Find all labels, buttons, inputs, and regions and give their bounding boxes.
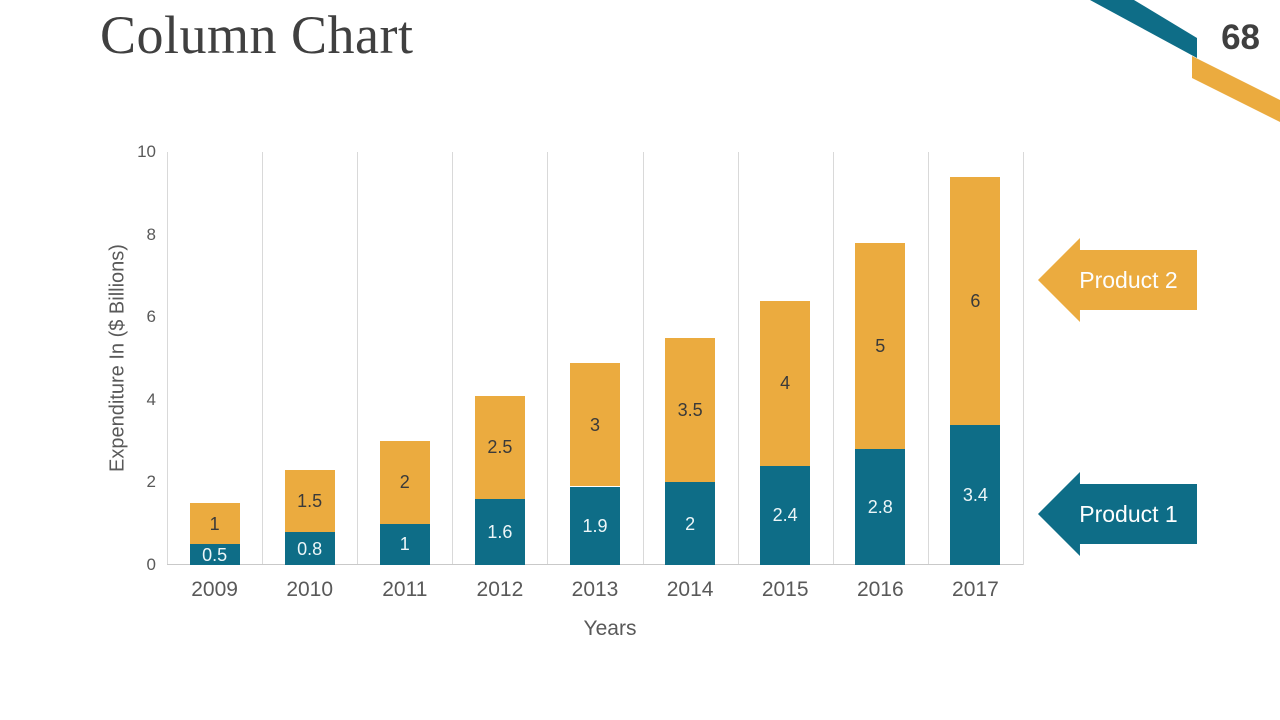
bar-value-label: 1 bbox=[399, 534, 410, 555]
bar-segment-product-2-2016: 5 bbox=[855, 242, 906, 450]
bar-segment-product-1-2015: 2.4 bbox=[760, 465, 811, 565]
bar-value-label: 0.5 bbox=[202, 544, 228, 565]
gridline bbox=[737, 152, 739, 565]
y-axis-ticks: 0 2 4 6 8 10 bbox=[96, 142, 156, 574]
bar-segment-product-1-2009: 0.5 bbox=[189, 544, 240, 565]
y-tick-label: 0 bbox=[146, 555, 156, 574]
y-tick-label: 8 bbox=[146, 224, 156, 244]
gridline bbox=[547, 152, 549, 565]
gridline bbox=[262, 152, 264, 565]
plot-area: 0.5 1 0.8 1.5 1 2 1.6 2.5 1.9 3 2 3.5 2.4 4 2.8 5 3.4 6 bbox=[167, 152, 1024, 565]
x-tick-label: 2013 bbox=[571, 578, 619, 601]
ribbon-orange-icon bbox=[1192, 56, 1280, 122]
bar-segment-product-2-2013: 3 bbox=[570, 362, 620, 487]
y-tick-label: 2 bbox=[146, 472, 156, 492]
gridline bbox=[832, 152, 834, 565]
bar-value-label: 3.5 bbox=[677, 400, 703, 421]
x-tick-label: 2016 bbox=[856, 578, 904, 601]
bar-segment-product-1-2011: 1 bbox=[379, 523, 430, 565]
gridline bbox=[167, 152, 168, 565]
page-number: 68 bbox=[1221, 18, 1260, 57]
bar-value-label: 3 bbox=[589, 414, 600, 435]
bar-segment-product-2-2012: 2.5 bbox=[474, 395, 525, 499]
y-tick-label: 6 bbox=[146, 307, 156, 327]
bar-segment-product-1-2012: 1.6 bbox=[474, 498, 525, 565]
x-tick-label: 2012 bbox=[476, 578, 524, 601]
bar-value-label: 2.4 bbox=[772, 505, 798, 526]
legend-arrow-product2: Product 2 bbox=[1038, 238, 1197, 322]
ribbon-teal-icon bbox=[1090, 0, 1197, 58]
x-axis-title: Years bbox=[583, 617, 637, 640]
bar-segment-product-2-2010: 1.5 bbox=[284, 470, 335, 532]
bar-segment-product-2-2009: 1 bbox=[189, 503, 240, 545]
legend-arrow-product1: Product 1 bbox=[1038, 472, 1197, 556]
x-tick-label: 2010 bbox=[286, 578, 334, 601]
bar-segment-product-1-2013: 1.9 bbox=[570, 486, 620, 565]
x-axis-ticks: 2009 2010 2011 2012 2013 2014 2015 2016 2017 bbox=[167, 578, 1023, 608]
y-tick-label: 4 bbox=[146, 389, 156, 409]
gridline bbox=[357, 152, 359, 565]
gridline bbox=[642, 152, 644, 565]
bar-segment-product-2-2014: 3.5 bbox=[665, 337, 716, 483]
gridline bbox=[1023, 152, 1024, 565]
bar-segment-product-1-2017: 3.4 bbox=[950, 424, 1001, 565]
legend-label-product2: Product 2 bbox=[1079, 266, 1178, 293]
x-tick-label: 2017 bbox=[952, 578, 999, 601]
bar-segment-product-2-2015: 4 bbox=[760, 300, 811, 466]
bar-segment-product-1-2014: 2 bbox=[665, 482, 716, 565]
bar-segment-product-1-2016: 2.8 bbox=[855, 449, 906, 565]
gridline bbox=[927, 152, 929, 565]
x-tick-label: 2014 bbox=[666, 578, 714, 601]
slide-title: Column Chart bbox=[100, 5, 414, 65]
bar-value-label: 1.6 bbox=[487, 521, 513, 542]
x-tick-label: 2015 bbox=[761, 578, 809, 601]
bar-value-label: 1.9 bbox=[582, 515, 608, 536]
bar-value-label: 2 bbox=[685, 513, 696, 534]
bar-value-label: 5 bbox=[875, 336, 886, 357]
bar-segment-product-1-2010: 0.8 bbox=[284, 532, 335, 565]
bar-value-label: 3.4 bbox=[962, 484, 988, 505]
gridline bbox=[452, 152, 454, 565]
x-tick-label: 2011 bbox=[382, 578, 428, 601]
bar-segment-product-2-2017: 6 bbox=[950, 176, 1001, 425]
bar-segment-product-2-2011: 2 bbox=[379, 441, 430, 524]
bar-value-label: 6 bbox=[970, 290, 981, 311]
bar-value-label: 2.5 bbox=[487, 437, 513, 458]
bar-value-label: 1.5 bbox=[297, 490, 323, 511]
bar-value-label: 2 bbox=[399, 472, 410, 493]
x-tick-label: 2009 bbox=[191, 578, 238, 601]
bar-value-label: 1 bbox=[209, 513, 220, 534]
bar-value-label: 0.8 bbox=[297, 538, 323, 559]
bar-value-label: 2.8 bbox=[867, 497, 893, 518]
legend-label-product1: Product 1 bbox=[1079, 500, 1178, 527]
bar-value-label: 4 bbox=[780, 373, 791, 394]
y-tick-label: 10 bbox=[137, 142, 156, 161]
